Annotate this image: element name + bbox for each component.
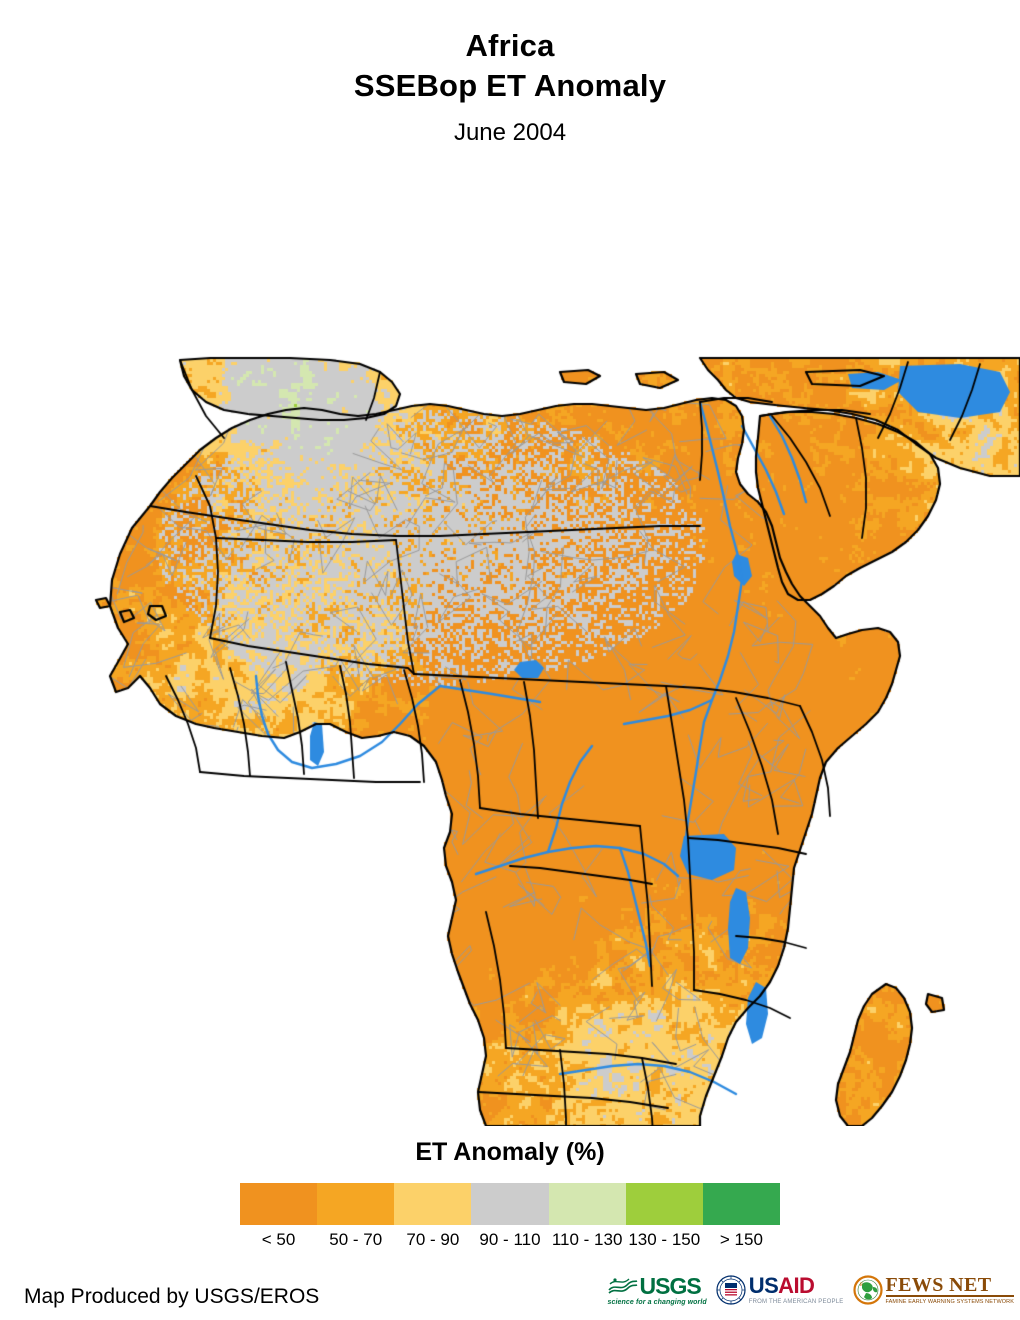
legend-label-2: 70 - 90	[406, 1230, 460, 1249]
legend-swatch-1	[317, 1183, 395, 1225]
usgs-tagline: science for a changing world	[607, 1298, 707, 1306]
legend-label-5: 130 - 150	[628, 1230, 701, 1249]
legend-swatch-3	[471, 1183, 549, 1225]
map-figure	[0, 176, 1020, 1126]
legend-label-1: 50 - 70	[329, 1230, 383, 1249]
usaid-tagline: FROM THE AMERICAN PEOPLE	[748, 1299, 844, 1305]
legend-label-6: > 150	[719, 1230, 763, 1249]
fews-net-wordmark: FEWS NET	[885, 1275, 1014, 1297]
legend-swatch-2	[394, 1183, 472, 1225]
fews-net-tagline: FAMINE EARLY WARNING SYSTEMS NETWORK	[885, 1299, 1014, 1305]
usgs-wave-icon	[607, 1276, 638, 1296]
legend-labels: < 50 50 - 70 70 - 90 90 - 110 110 - 130 130 -…	[240, 1227, 780, 1253]
usgs-wordmark: USGS	[639, 1272, 702, 1299]
usaid-logo: USAID FROM THE AMERICAN PEOPLE	[716, 1275, 844, 1305]
legend: ET Anomaly (%) < 50 50 - 70 70 - 90 90 - 11…	[0, 1136, 1020, 1249]
map-subtitle-date: June 2004	[453, 119, 567, 146]
legend-swatch-5	[625, 1183, 703, 1225]
legend-swatch-4	[548, 1183, 626, 1225]
title-line-1: Africa	[465, 28, 555, 63]
fews-globe-icon: F	[852, 1275, 883, 1305]
legend-swatch-0	[240, 1183, 318, 1225]
africa-et-anomaly-map	[0, 176, 1020, 1126]
legend-swatch-6	[702, 1183, 780, 1225]
page-title: Africa SSEBop ET Anomaly	[0, 26, 1020, 106]
legend-title: ET Anomaly (%)	[415, 1138, 605, 1166]
usaid-seal-icon	[716, 1275, 746, 1305]
usaid-wordmark-aid: AID	[778, 1273, 815, 1298]
legend-label-0: < 50	[261, 1230, 296, 1249]
map-credit: Map Produced by USGS/EROS	[24, 1285, 320, 1308]
legend-label-3: 90 - 110	[479, 1230, 541, 1249]
fews-net-logo: F FEWS NET FAMINE EARLY WARNING SYSTEMS …	[852, 1275, 1014, 1305]
usaid-wordmark-us: US	[748, 1273, 779, 1298]
legend-color-bar	[240, 1183, 780, 1225]
svg-text:F: F	[860, 1283, 863, 1288]
legend-label-4: 110 - 130	[551, 1230, 623, 1249]
logo-strip: USGS science for a changing world	[607, 1268, 1014, 1312]
usgs-logo: USGS science for a changing world	[607, 1272, 707, 1306]
title-line-2: SSEBop ET Anomaly	[353, 68, 667, 103]
